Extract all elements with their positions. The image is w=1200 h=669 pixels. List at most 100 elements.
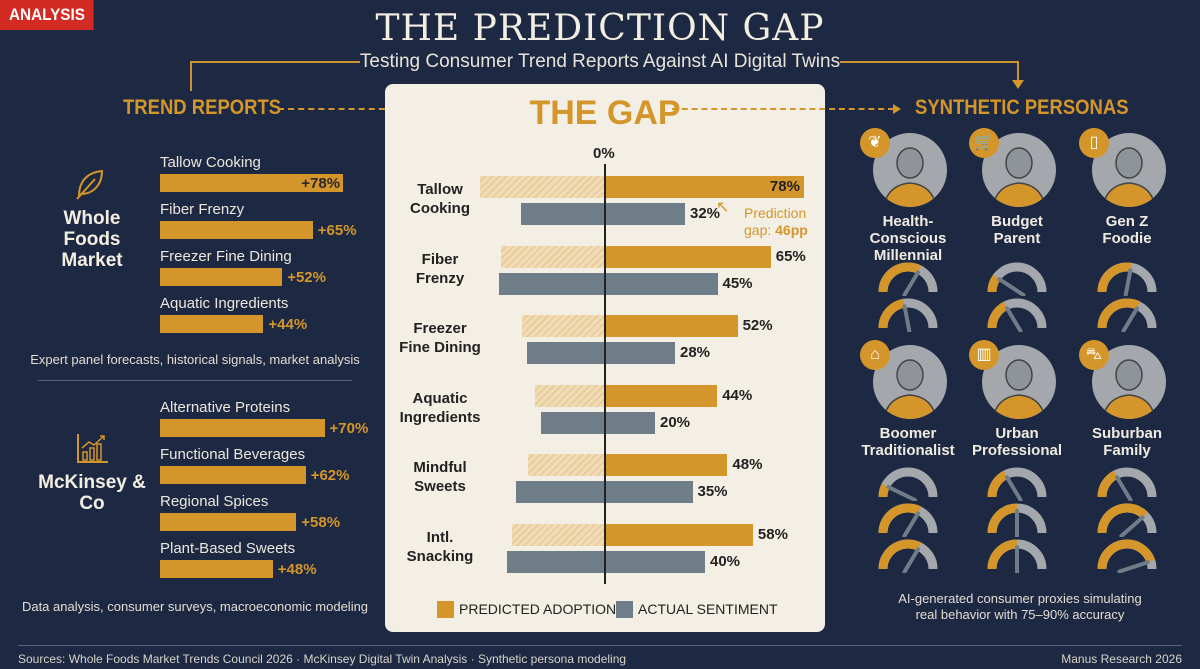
connector-line — [190, 61, 360, 63]
persona-gauge — [878, 503, 938, 537]
persona-name-line: Professional — [971, 442, 1063, 459]
zero-axis-line — [604, 164, 606, 584]
footer-sources: Sources: Whole Foods Market Trends Counc… — [18, 652, 627, 666]
category-label-line: Sweets — [414, 478, 466, 495]
actual-value-label: 20% — [660, 413, 691, 431]
persona-name: Health-Conscious Millennial — [848, 213, 968, 264]
car-icon: ⛍ — [1085, 346, 1103, 363]
persona-name: Budget Parent — [957, 213, 1077, 247]
gauge-needle — [902, 304, 912, 332]
actual-bar — [520, 203, 685, 225]
legend-swatch-predicted — [437, 601, 454, 618]
actual-bar — [507, 550, 705, 573]
arrow-down-icon — [1012, 80, 1024, 89]
trend-label: Functional Beverages — [160, 446, 306, 463]
persona-gauge — [878, 298, 938, 332]
trend-bar — [160, 419, 325, 437]
category-label: Tallow Cooking — [385, 180, 495, 218]
buildings-icon: ▥ — [976, 346, 992, 363]
persona-gauge — [987, 298, 1047, 332]
persona-gauge — [987, 467, 1047, 501]
persona-gauge — [878, 467, 938, 501]
category-label-line: Frenzy — [415, 269, 465, 287]
persona-badge: ▯ — [1079, 128, 1109, 158]
connector-line — [840, 61, 1018, 63]
category-label-line: Intl. — [426, 528, 454, 546]
predicted-value-label: 48% — [732, 456, 763, 473]
predicted-value-label: 78% — [769, 178, 800, 195]
category-label-line: Freezer — [413, 320, 467, 337]
predicted-bar — [605, 176, 804, 198]
category-label-line: Tallow — [417, 181, 463, 198]
trend-value: +52% — [287, 269, 326, 286]
category-label-line: Snacking — [406, 547, 474, 565]
trend-value: +78% — [301, 175, 341, 192]
source-mckinsey: McKinsey & Co — [38, 472, 146, 514]
persona-name: Urban Professional — [957, 425, 1077, 459]
category-label: Mindful Sweets — [385, 458, 495, 496]
trend-value: +70% — [329, 420, 369, 437]
trend-label: Regional Spices — [160, 493, 269, 510]
gauge-needle — [886, 485, 918, 501]
predicted-value-label: 52% — [742, 317, 773, 334]
trend-bar — [160, 560, 273, 578]
predicted-value-label: 58% — [757, 525, 788, 543]
source-whole-foods: Whole Foods Market — [61, 208, 123, 271]
persona-badge: ▥ — [969, 340, 999, 370]
shopping-cart-icon: 🛒 — [974, 134, 994, 151]
persona-name-line: Family — [1103, 442, 1151, 459]
persona-gauge — [1097, 467, 1157, 501]
annotation-highlight: 46pp — [775, 222, 808, 238]
leaf-icon: ❦ — [868, 134, 882, 151]
trend-label: Fiber Frenzy — [160, 201, 245, 218]
persona-gauge — [1097, 298, 1157, 332]
house-icon: ⌂ — [870, 346, 880, 363]
section-the-gap: THE GAP — [529, 94, 681, 132]
gauge-needle — [1117, 560, 1150, 573]
trend-value: +62% — [310, 467, 350, 484]
gauge-needle — [1123, 268, 1133, 296]
persona-gauge — [1097, 503, 1157, 537]
persona-avatar — [1092, 345, 1166, 419]
persona-badge: ❦ — [860, 128, 890, 158]
category-label-line: Cooking — [410, 200, 470, 217]
persona-badge: ⛍ — [1079, 340, 1109, 370]
persona-name-line: Traditionalist — [861, 442, 955, 459]
persona-name-line: Health-Conscious — [869, 213, 947, 247]
caption-line2: real behavior with 75–90% accuracy — [915, 607, 1125, 622]
actual-bar — [498, 272, 718, 295]
trend-value: +65% — [317, 222, 357, 239]
prediction-gap-annotation: ↖ Prediction gap: 46pp — [716, 199, 808, 239]
trend-bar — [160, 513, 297, 531]
category-label-line: Fine Dining — [399, 339, 481, 356]
trend-bar — [160, 315, 264, 333]
gauge-needle — [1119, 515, 1145, 537]
predicted-bar — [605, 245, 771, 268]
trend-bar — [160, 466, 306, 484]
persona-name-line: Gen Z — [1105, 213, 1149, 230]
trend-label: Alternative Proteins — [160, 399, 291, 416]
persona-name-line: Budget — [991, 213, 1043, 230]
actual-bar — [541, 411, 655, 434]
gauge-needle — [902, 511, 920, 537]
predicted-bar — [605, 454, 728, 476]
leaf-icon — [76, 169, 104, 200]
trend-value: +44% — [268, 316, 308, 333]
gauge-needle — [902, 547, 920, 573]
persona-avatar — [1092, 133, 1166, 207]
annotation-line2: gap: — [744, 222, 776, 238]
gauge-needle — [1115, 475, 1133, 501]
mckinsey-caption: Data analysis, consumer surveys, macroec… — [21, 599, 369, 614]
persona-badge: 🛒 — [969, 128, 999, 158]
persona-gauge — [987, 262, 1047, 296]
persona-name: Gen Z Foodie — [1067, 213, 1187, 247]
persona-gauge — [987, 539, 1047, 573]
actual-bar — [527, 342, 675, 364]
connector-line — [1017, 61, 1019, 81]
predicted-bar-shadow — [528, 454, 605, 476]
persona-name-line: Foodie — [1102, 230, 1152, 247]
persona-gauge — [1097, 262, 1157, 296]
predicted-bar-shadow — [521, 315, 605, 337]
trend-label: Freezer Fine Dining — [160, 248, 292, 265]
gauge-needle — [1121, 306, 1139, 332]
